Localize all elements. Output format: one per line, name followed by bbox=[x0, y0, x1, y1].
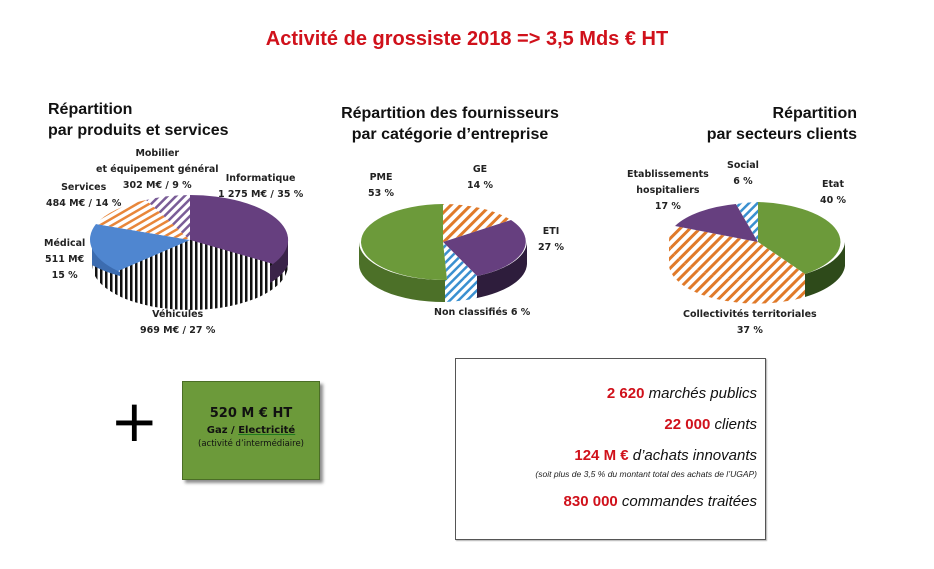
chart-2-title-line-1: Répartition des fournisseurs bbox=[341, 105, 559, 122]
chart-1-title-line-1: Répartition bbox=[48, 101, 133, 118]
stats-box: 2 620 marchés publics 22 000 clients 124… bbox=[455, 358, 766, 540]
pie-products-services bbox=[89, 194, 289, 310]
label-services: Services 484 M€ / 14 % bbox=[46, 182, 122, 209]
energy-type: Gaz / Electricité bbox=[206, 425, 296, 436]
label-eti: ETI 27 % bbox=[538, 226, 565, 253]
label-collectivites: Collectivités territoriales 37 % bbox=[683, 309, 817, 336]
chart-2-title: Répartition des fournisseurs par catégor… bbox=[340, 103, 560, 145]
label-pme: PME 53 % bbox=[368, 172, 395, 199]
label-informatique: Informatique 1 275 M€ / 35 % bbox=[218, 173, 304, 200]
label-medical: Médical 511 M€ 15 % bbox=[44, 238, 86, 281]
label-social: Social 6 % bbox=[727, 160, 759, 187]
energy-value: 520 M € HT bbox=[209, 406, 293, 421]
label-mobilier: Mobilier et équipement général 302 M€ / 9 … bbox=[96, 148, 219, 191]
stat-marches: 2 620 marchés publics bbox=[606, 385, 757, 402]
pie-3d-sides bbox=[359, 242, 527, 303]
pie-suppliers bbox=[359, 204, 527, 303]
chart-3-title-line-2: par secteurs clients bbox=[706, 126, 857, 143]
label-hospitaliers: Etablissements hospitaliers 17 % bbox=[627, 169, 709, 212]
label-ge: GE 14 % bbox=[467, 164, 494, 191]
pie-3d-sides bbox=[669, 242, 845, 304]
chart-3-title-line-1: Répartition bbox=[772, 105, 857, 122]
pie-client-sectors bbox=[669, 202, 845, 304]
label-vehicules: Véhicules 969 M€ / 27 % bbox=[140, 309, 216, 336]
stat-clients: 22 000 clients bbox=[664, 416, 757, 433]
chart-3-title: Répartition par secteurs clients bbox=[690, 103, 857, 145]
label-non-classifies: Non classifiés 6 % bbox=[434, 307, 531, 318]
plus-sign: + bbox=[110, 387, 159, 455]
chart-1-title: Répartition par produits et services bbox=[48, 99, 229, 141]
stats-note: (soit plus de 3,5 % du montant total des… bbox=[535, 469, 757, 479]
pie-top bbox=[89, 194, 289, 286]
energy-subtitle: (activité d’intermédiaire) bbox=[198, 439, 304, 449]
pie-top bbox=[361, 204, 526, 281]
label-etat: Etat 40 % bbox=[820, 179, 847, 206]
main-title: Activité de grossiste 2018 => 3,5 Mds € … bbox=[265, 28, 669, 50]
pie-top bbox=[669, 202, 841, 281]
stat-commandes: 830 000 commandes traitées bbox=[563, 493, 757, 510]
chart-1-title-line-2: par produits et services bbox=[48, 122, 229, 139]
chart-2-title-line-2: par catégorie d’entreprise bbox=[351, 126, 549, 143]
energy-box: 520 M € HT Gaz / Electricité (activité d… bbox=[182, 381, 320, 480]
stat-achats-innovants: 124 M € d’achats innovants bbox=[574, 447, 757, 464]
